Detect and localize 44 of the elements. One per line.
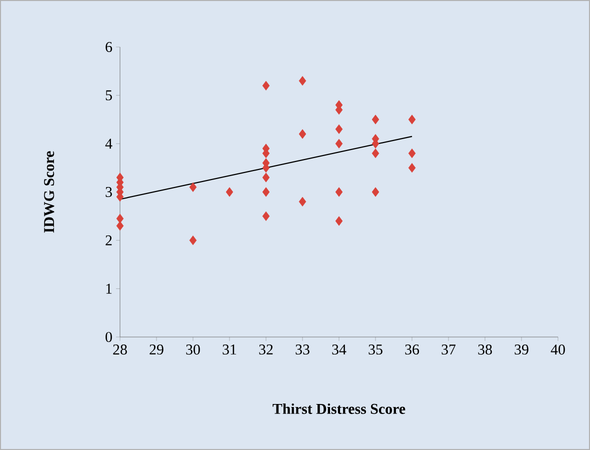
x-tick-label: 32 — [259, 344, 273, 355]
point — [262, 211, 270, 221]
x-tick-label: 35 — [368, 344, 382, 355]
point — [226, 187, 234, 197]
point — [262, 172, 270, 182]
point — [408, 163, 416, 173]
point — [335, 187, 343, 197]
x-axis-title: Thirst Distress Score — [272, 403, 406, 414]
point — [189, 236, 197, 246]
x-tick-label: 33 — [296, 344, 310, 355]
point — [298, 76, 306, 86]
point — [335, 216, 343, 226]
point — [298, 196, 306, 206]
x-tick-label: 30 — [186, 344, 200, 355]
x-tick-label: 28 — [113, 344, 127, 355]
point — [262, 80, 270, 90]
point — [189, 182, 197, 192]
point — [116, 214, 124, 224]
y-tick-label: 6 — [106, 42, 112, 52]
point — [335, 138, 343, 148]
y-tick-label: 2 — [106, 235, 112, 246]
x-tick-label: 38 — [478, 344, 492, 355]
x-tick-label: 29 — [150, 344, 164, 355]
point — [116, 221, 124, 231]
point — [408, 114, 416, 124]
y-tick-label: 0 — [106, 332, 112, 342]
x-tick-label: 37 — [442, 344, 456, 355]
y-tick-label: 5 — [106, 90, 112, 100]
x-tick-label: 40 — [550, 344, 565, 355]
x-tick-label: 39 — [514, 344, 528, 355]
point — [372, 114, 380, 124]
y-axis-title: IDWG Score — [44, 151, 54, 233]
point — [408, 148, 416, 158]
y-tick-label: 4 — [105, 138, 112, 149]
x-tick-label: 31 — [222, 344, 236, 355]
point — [372, 148, 380, 158]
y-tick-label: 3 — [106, 186, 112, 198]
point — [262, 187, 270, 197]
y-tick-label: 1 — [106, 284, 112, 294]
x-tick-label: 34 — [332, 344, 346, 355]
point — [298, 129, 306, 139]
point — [335, 124, 343, 134]
x-tick-label: 36 — [405, 344, 420, 355]
point — [372, 187, 380, 197]
